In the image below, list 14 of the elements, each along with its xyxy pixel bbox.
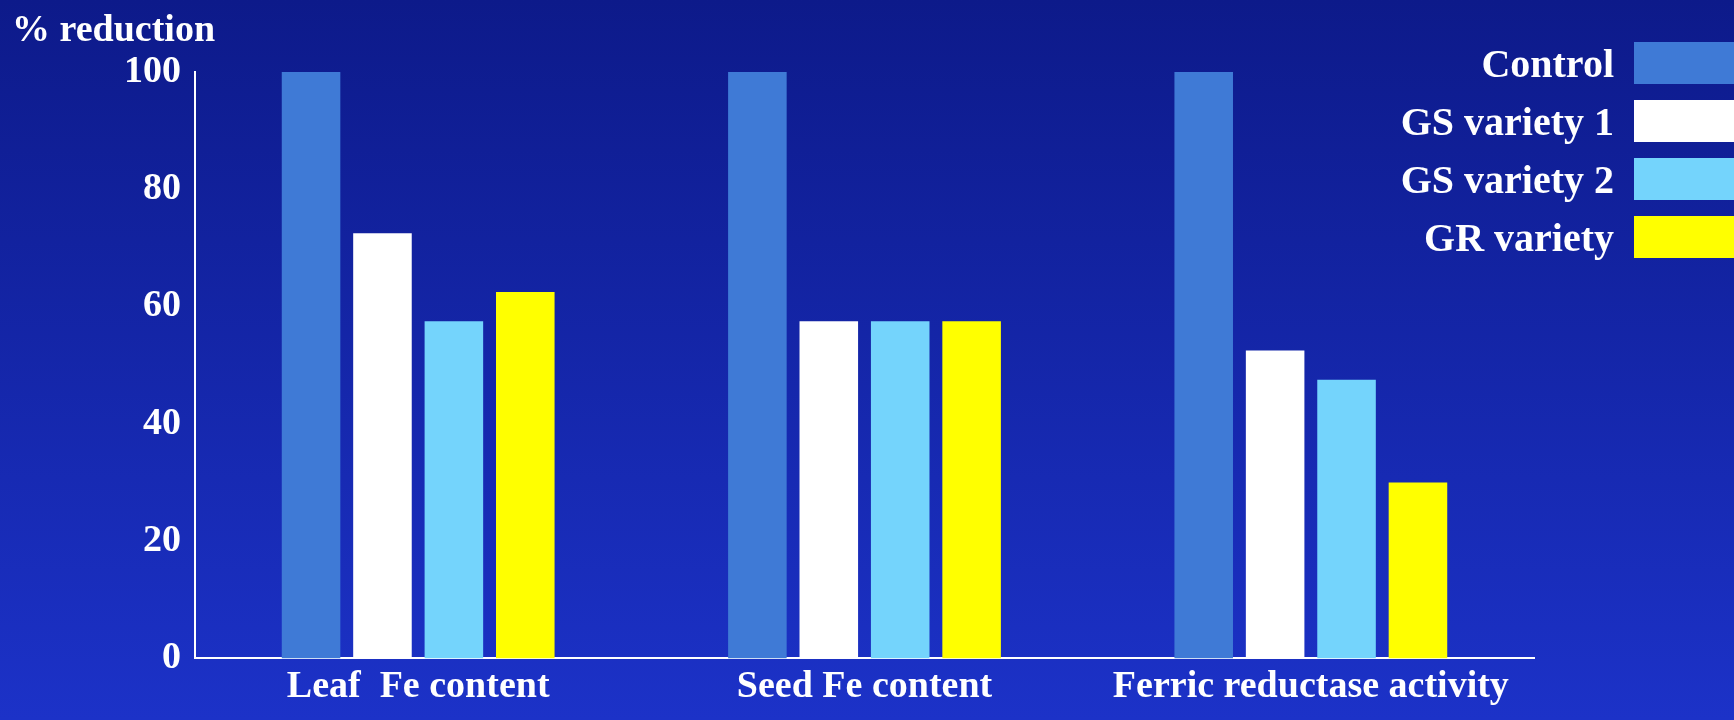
y-tick-label: 60 <box>143 282 181 325</box>
legend-label: Control <box>1481 39 1614 87</box>
legend-label: GS variety 1 <box>1400 97 1614 145</box>
x-tick-label: Seed Fe content <box>736 663 993 706</box>
legend-label: GS variety 2 <box>1400 155 1614 203</box>
legend-label: GR variety <box>1424 213 1614 261</box>
y-tick-label: 100 <box>124 47 181 90</box>
y-tick-label: 40 <box>143 399 181 442</box>
y-tick-label: 20 <box>143 516 181 559</box>
y-tick-label: 0 <box>162 634 181 677</box>
x-tick-label: Ferric reductase activity <box>1112 663 1509 706</box>
y-tick-label: 80 <box>143 165 181 208</box>
x-tick-label: Leaf Fe content <box>286 663 550 706</box>
y-axis-title: % reduction <box>12 6 216 50</box>
